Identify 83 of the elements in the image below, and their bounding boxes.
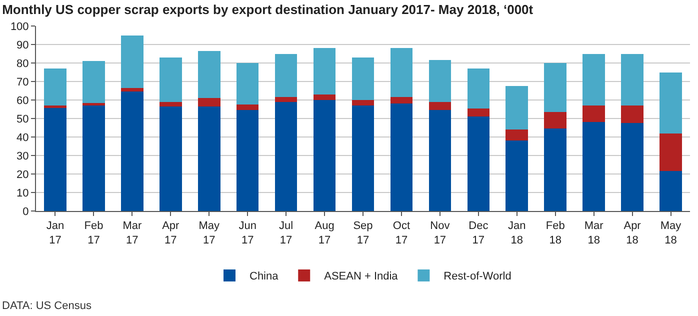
- x-tick-label: Jun 17: [238, 220, 256, 246]
- bar: [428, 102, 452, 110]
- x-tick-label: Sep 17: [353, 220, 373, 246]
- x-tick-label: Feb 17: [84, 220, 104, 246]
- bar: [159, 106, 182, 211]
- bar: [313, 100, 336, 211]
- bar: [82, 102, 105, 106]
- bar: [506, 86, 528, 130]
- bar: [198, 50, 220, 98]
- y-tick-label: 10: [16, 187, 29, 200]
- bar: [236, 110, 259, 211]
- bar: [121, 35, 144, 88]
- x-tick-label: Oct 17: [392, 220, 410, 246]
- bar: [660, 133, 682, 172]
- x-tick-label: Jul 17: [279, 220, 294, 246]
- x-tick-label: Mar 17: [122, 220, 142, 246]
- x-tick-label: Aug 17: [314, 220, 334, 246]
- x-tick-label: May 17: [198, 220, 220, 246]
- y-tick-label: 90: [16, 39, 29, 52]
- bar: [274, 102, 298, 211]
- bar: [467, 68, 490, 108]
- bar: [236, 104, 259, 110]
- bar: [313, 48, 336, 94]
- y-tick-label: 0: [22, 206, 29, 218]
- y-tick-label: 20: [16, 168, 29, 181]
- y-tick-label: 40: [16, 132, 29, 144]
- bar: [467, 108, 490, 117]
- y-tick-label: 100: [10, 20, 29, 33]
- legend-label: ASEAN + India: [324, 270, 399, 283]
- bar: [428, 60, 452, 102]
- bar: [660, 171, 682, 211]
- legend-label: China: [250, 270, 280, 283]
- x-tick-label: Mar 18: [584, 220, 604, 246]
- bar: [506, 140, 528, 211]
- bar: [621, 106, 644, 124]
- bar: [236, 63, 259, 105]
- bar: [198, 98, 220, 106]
- bar: [660, 72, 682, 134]
- bar: [390, 104, 413, 211]
- x-tick-label: Jan 18: [508, 220, 526, 246]
- bar: [313, 94, 336, 100]
- bar: [544, 63, 567, 112]
- chart-title: Monthly US copper scrap exports by export destination January 2017- May 2018, ‘000t: [2, 2, 534, 17]
- x-tick-label: Dec 17: [468, 220, 489, 246]
- bar: [44, 107, 66, 211]
- y-tick-label: 60: [16, 94, 29, 107]
- bar: [352, 100, 374, 106]
- bar: [428, 110, 452, 211]
- bar: [390, 48, 413, 98]
- bar: [159, 102, 182, 106]
- x-tick-label: Apr 18: [624, 220, 642, 246]
- bar: [390, 97, 413, 104]
- text: DATA: US Census: [2, 300, 92, 312]
- bar: [121, 92, 144, 211]
- bar: [44, 68, 66, 106]
- bar: [352, 57, 374, 100]
- x-tick-label: Nov 17: [430, 220, 450, 246]
- bar: [544, 112, 567, 129]
- legend-label: Rest-of-World: [444, 270, 512, 283]
- bar: [82, 106, 105, 211]
- bar: [582, 54, 605, 106]
- bar: [506, 130, 528, 141]
- bar: [82, 61, 105, 103]
- bar: [621, 54, 644, 106]
- bar: [582, 106, 605, 122]
- bar: [352, 106, 374, 211]
- bar: [582, 122, 605, 211]
- bar: [621, 123, 644, 211]
- y-tick-label: 50: [16, 113, 29, 126]
- bar: [198, 106, 220, 211]
- bar: [467, 116, 490, 211]
- x-tick-label: Apr 17: [162, 220, 180, 246]
- y-tick-label: 30: [16, 150, 29, 162]
- bar: [121, 88, 144, 92]
- x-tick-label: May 18: [660, 220, 682, 246]
- bar: [274, 54, 298, 98]
- bar: [544, 128, 567, 211]
- bar: [159, 57, 182, 102]
- y-tick-label: 70: [16, 76, 29, 88]
- y-tick-label: 80: [16, 58, 29, 70]
- x-tick-label: Jan 17: [46, 220, 64, 246]
- x-tick-label: Feb 18: [546, 220, 565, 246]
- bar: [274, 97, 298, 102]
